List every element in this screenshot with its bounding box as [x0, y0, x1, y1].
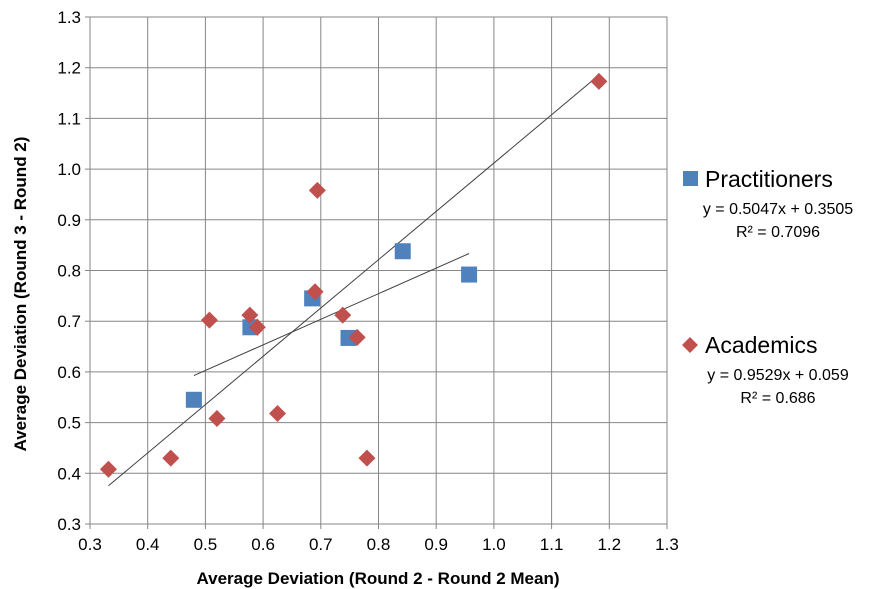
- point-academics: [241, 306, 259, 324]
- legend-practitioners-r-squared: R² = 0.7096: [736, 224, 820, 241]
- y-tick-label: 1.0: [57, 160, 81, 179]
- x-axis-ticks: 0.3 0.4 0.5 0.6 0.7 0.8 0.9 1.0 1.1 1.2 1.3: [78, 524, 679, 554]
- point-academics: [590, 72, 608, 90]
- x-tick-label: 1.2: [597, 535, 621, 554]
- legend-practitioners-label: Practitioners: [705, 166, 833, 192]
- y-tick-label: 0.3: [57, 515, 81, 534]
- legend-practitioners-marker: [683, 171, 698, 186]
- point-academics: [248, 318, 266, 336]
- y-tick-label: 0.9: [57, 211, 81, 230]
- legend-academics-equation: y = 0.9529x + 0.059: [707, 367, 849, 384]
- legend-academics-marker: [682, 337, 698, 353]
- y-tick-label: 0.4: [57, 464, 81, 483]
- x-tick-label: 1.3: [655, 535, 679, 554]
- x-axis-title: Average Deviation (Round 2 - Round 2 Mea…: [196, 569, 559, 588]
- point-practitioners: [185, 391, 202, 408]
- x-tick-label: 1.1: [540, 535, 564, 554]
- x-tick-label: 0.9: [424, 535, 448, 554]
- y-tick-label: 0.8: [57, 262, 81, 281]
- y-tick-label: 1.1: [57, 109, 81, 128]
- y-tick-label: 1.3: [57, 8, 81, 27]
- legend-academics-label: Academics: [705, 332, 817, 358]
- y-tick-label: 1.2: [57, 59, 81, 78]
- trendline-academics: [108, 74, 600, 487]
- x-tick-label: 0.5: [194, 535, 218, 554]
- y-tick-label: 0.5: [57, 414, 81, 433]
- y-axis-ticks: 0.3 0.4 0.5 0.6 0.7 0.8 0.9 1.0 1.1 1.2 1.3: [57, 8, 90, 534]
- point-practitioners: [461, 266, 478, 283]
- point-practitioners: [394, 243, 411, 260]
- x-tick-label: 0.6: [251, 535, 275, 554]
- point-academics: [99, 460, 117, 478]
- y-tick-label: 0.7: [57, 312, 81, 331]
- x-tick-label: 0.8: [367, 535, 391, 554]
- point-academics: [348, 328, 366, 346]
- legend-practitioners-equation: y = 0.5047x + 0.3505: [703, 201, 853, 218]
- point-academics: [200, 311, 218, 329]
- legend-academics-r-squared: R² = 0.686: [740, 390, 815, 407]
- trendline-practitioners: [193, 253, 470, 377]
- x-tick-label: 1.0: [482, 535, 506, 554]
- trendlines: [108, 74, 600, 487]
- point-academics: [269, 404, 287, 422]
- point-academics: [308, 181, 326, 199]
- point-academics: [306, 283, 324, 301]
- point-academics: [208, 410, 226, 428]
- point-academics: [358, 449, 376, 467]
- legend: Practitioners y = 0.5047x + 0.3505 R² = …: [682, 166, 853, 407]
- x-tick-label: 0.4: [136, 535, 160, 554]
- y-tick-label: 0.6: [57, 363, 81, 382]
- data-points: [99, 72, 608, 478]
- x-tick-label: 0.7: [309, 535, 333, 554]
- x-tick-label: 0.3: [78, 535, 102, 554]
- y-axis-title: Average Deviation (Round 3 - Round 2): [11, 137, 30, 452]
- point-academics: [334, 306, 352, 324]
- point-academics: [162, 449, 180, 467]
